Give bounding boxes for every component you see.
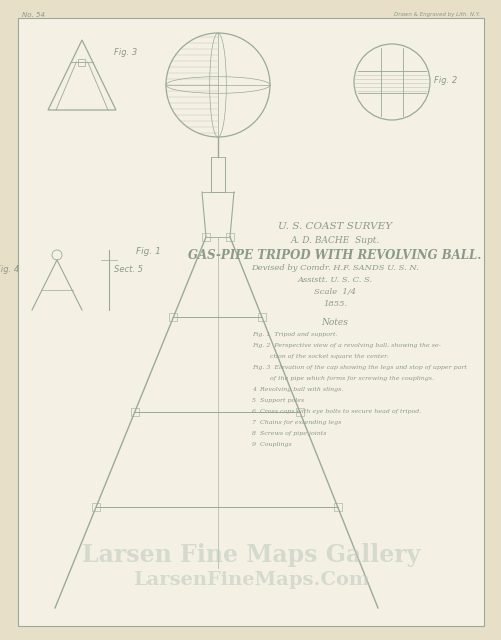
Bar — [333, 503, 341, 511]
Text: Fig. 2  Perspective view of a revolving ball, showing the se-: Fig. 2 Perspective view of a revolving b… — [252, 343, 440, 348]
Text: A. D. BACHE  Supt.: A. D. BACHE Supt. — [290, 236, 379, 245]
Text: 6  Cross caps with eye bolts to secure head of tripod.: 6 Cross caps with eye bolts to secure he… — [252, 409, 420, 414]
Text: GAS-PIPE TRIPOD WITH REVOLVING BALL.: GAS-PIPE TRIPOD WITH REVOLVING BALL. — [188, 249, 481, 262]
Text: Drawn & Engraved by Lith. N.Y.: Drawn & Engraved by Lith. N.Y. — [393, 12, 479, 17]
Text: Larsen Fine Maps Gallery: Larsen Fine Maps Gallery — [82, 543, 419, 567]
Bar — [225, 233, 233, 241]
Text: Fig. 2: Fig. 2 — [433, 76, 456, 85]
Text: Fig. 3: Fig. 3 — [114, 48, 137, 57]
Text: 4  Revolving ball with slings.: 4 Revolving ball with slings. — [252, 387, 343, 392]
Bar — [258, 313, 266, 321]
Text: LarsenFineMaps.Com: LarsenFineMaps.Com — [132, 571, 369, 589]
Text: No. 54: No. 54 — [22, 12, 45, 18]
Text: 8  Screws of pipe joints: 8 Screws of pipe joints — [252, 431, 326, 436]
Text: ction of the socket square the center.: ction of the socket square the center. — [252, 354, 388, 359]
Text: Sect. 5: Sect. 5 — [114, 266, 143, 275]
Text: 1855.: 1855. — [322, 300, 346, 308]
Text: of the pipe which forms for screwing the couplings.: of the pipe which forms for screwing the… — [252, 376, 433, 381]
Text: Notes: Notes — [321, 318, 348, 327]
Text: U. S. COAST SURVEY: U. S. COAST SURVEY — [278, 222, 391, 231]
Bar — [169, 313, 177, 321]
Bar — [78, 58, 85, 65]
Text: Fig. 1  Tripod and support.: Fig. 1 Tripod and support. — [252, 332, 337, 337]
Text: Fig. 4: Fig. 4 — [0, 266, 19, 275]
Text: 7  Chains for extending legs: 7 Chains for extending legs — [252, 420, 341, 425]
Text: Fig. 1: Fig. 1 — [135, 247, 160, 256]
Bar — [201, 233, 209, 241]
Bar — [92, 503, 100, 511]
Bar — [295, 408, 303, 416]
Text: Scale  1/4: Scale 1/4 — [313, 288, 355, 296]
Text: 5  Support poles: 5 Support poles — [252, 398, 304, 403]
Bar — [131, 408, 138, 416]
Text: Devised by Comdr. H.F. SANDS U. S. N.: Devised by Comdr. H.F. SANDS U. S. N. — [250, 264, 418, 272]
Text: Assistt. U. S. C. S.: Assistt. U. S. C. S. — [297, 276, 372, 284]
Text: Fig. 3  Elevation of the cap showing the legs and stop of upper part: Fig. 3 Elevation of the cap showing the … — [252, 365, 466, 370]
Text: 9  Couplings: 9 Couplings — [252, 442, 291, 447]
